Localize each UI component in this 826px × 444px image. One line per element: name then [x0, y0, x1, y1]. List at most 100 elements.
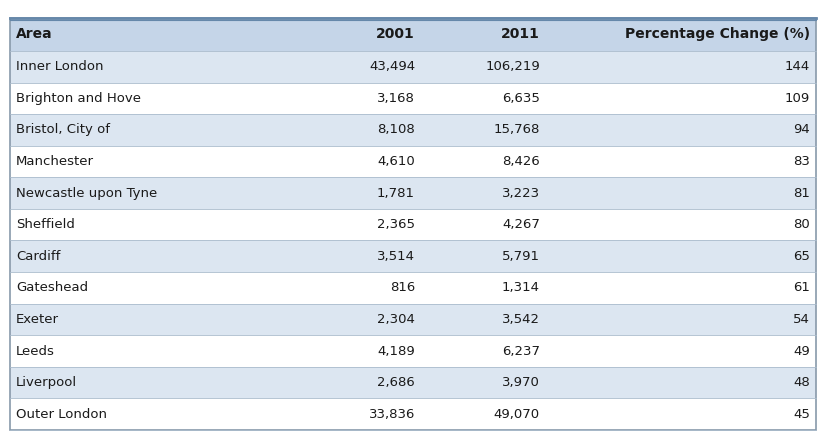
Bar — [546, 83, 816, 114]
Bar — [10, 272, 297, 304]
Bar — [297, 209, 421, 241]
Text: 45: 45 — [793, 408, 810, 421]
Text: 83: 83 — [793, 155, 810, 168]
Bar — [546, 18, 816, 51]
Text: 43,494: 43,494 — [369, 60, 415, 73]
Text: 2,686: 2,686 — [377, 376, 415, 389]
Text: 49: 49 — [793, 345, 810, 357]
Bar — [10, 18, 297, 51]
Text: 3,514: 3,514 — [377, 250, 415, 263]
Text: 816: 816 — [390, 281, 415, 294]
Text: 15,768: 15,768 — [494, 123, 540, 136]
Bar — [10, 114, 297, 146]
Bar — [10, 177, 297, 209]
Text: 1,781: 1,781 — [377, 186, 415, 200]
Bar — [10, 304, 297, 335]
Bar — [546, 177, 816, 209]
Bar — [10, 51, 297, 83]
Text: 3,223: 3,223 — [502, 186, 540, 200]
Text: 61: 61 — [793, 281, 810, 294]
Bar — [297, 335, 421, 367]
Text: 4,267: 4,267 — [502, 218, 540, 231]
Bar — [546, 241, 816, 272]
Text: 49,070: 49,070 — [494, 408, 540, 421]
Text: Exeter: Exeter — [16, 313, 59, 326]
Text: Newcastle upon Tyne: Newcastle upon Tyne — [16, 186, 157, 200]
Bar — [10, 241, 297, 272]
Bar — [421, 241, 546, 272]
Bar — [297, 398, 421, 430]
Text: Leeds: Leeds — [16, 345, 55, 357]
Bar — [546, 51, 816, 83]
Bar — [421, 83, 546, 114]
Bar — [421, 18, 546, 51]
Text: 1,314: 1,314 — [502, 281, 540, 294]
Bar — [421, 304, 546, 335]
Text: 8,426: 8,426 — [502, 155, 540, 168]
Text: 3,168: 3,168 — [377, 92, 415, 105]
Text: 54: 54 — [793, 313, 810, 326]
Bar — [10, 367, 297, 398]
Text: 3,542: 3,542 — [502, 313, 540, 326]
Bar — [10, 83, 297, 114]
Text: 81: 81 — [793, 186, 810, 200]
Bar — [297, 83, 421, 114]
Bar — [297, 177, 421, 209]
Text: 4,610: 4,610 — [377, 155, 415, 168]
Bar — [421, 51, 546, 83]
Text: 48: 48 — [793, 376, 810, 389]
Bar — [421, 367, 546, 398]
Bar — [297, 114, 421, 146]
Bar — [10, 146, 297, 177]
Text: 2011: 2011 — [501, 28, 540, 41]
Bar — [421, 146, 546, 177]
Bar — [10, 335, 297, 367]
Bar — [297, 18, 421, 51]
Bar — [546, 367, 816, 398]
Bar — [546, 146, 816, 177]
Text: 3,970: 3,970 — [502, 376, 540, 389]
Bar — [297, 367, 421, 398]
Text: Brighton and Hove: Brighton and Hove — [16, 92, 141, 105]
Text: 5,791: 5,791 — [502, 250, 540, 263]
Text: Outer London: Outer London — [16, 408, 107, 421]
Text: 8,108: 8,108 — [377, 123, 415, 136]
Bar — [421, 272, 546, 304]
Bar — [297, 241, 421, 272]
Text: Liverpool: Liverpool — [16, 376, 77, 389]
Bar — [297, 146, 421, 177]
Text: 80: 80 — [793, 218, 810, 231]
Text: Bristol, City of: Bristol, City of — [16, 123, 110, 136]
Bar — [546, 398, 816, 430]
Text: 106,219: 106,219 — [485, 60, 540, 73]
Bar — [421, 177, 546, 209]
Text: Cardiff: Cardiff — [16, 250, 60, 263]
Bar — [546, 114, 816, 146]
Text: Gateshead: Gateshead — [16, 281, 88, 294]
Bar — [421, 335, 546, 367]
Bar — [297, 51, 421, 83]
Bar — [421, 114, 546, 146]
Text: 6,237: 6,237 — [502, 345, 540, 357]
Text: 109: 109 — [785, 92, 810, 105]
Bar — [297, 304, 421, 335]
Text: 4,189: 4,189 — [377, 345, 415, 357]
Text: 2001: 2001 — [377, 28, 415, 41]
Bar — [546, 304, 816, 335]
Text: Inner London: Inner London — [16, 60, 103, 73]
Bar — [297, 272, 421, 304]
Text: Manchester: Manchester — [16, 155, 94, 168]
Bar — [546, 272, 816, 304]
Bar — [546, 209, 816, 241]
Text: 144: 144 — [785, 60, 810, 73]
Text: 2,304: 2,304 — [377, 313, 415, 326]
Text: Area: Area — [16, 28, 53, 41]
Text: 33,836: 33,836 — [368, 408, 415, 421]
Bar — [10, 209, 297, 241]
Bar — [421, 398, 546, 430]
Text: 6,635: 6,635 — [502, 92, 540, 105]
Bar — [546, 335, 816, 367]
Bar — [421, 209, 546, 241]
Text: 2,365: 2,365 — [377, 218, 415, 231]
Text: Percentage Change (%): Percentage Change (%) — [625, 28, 810, 41]
